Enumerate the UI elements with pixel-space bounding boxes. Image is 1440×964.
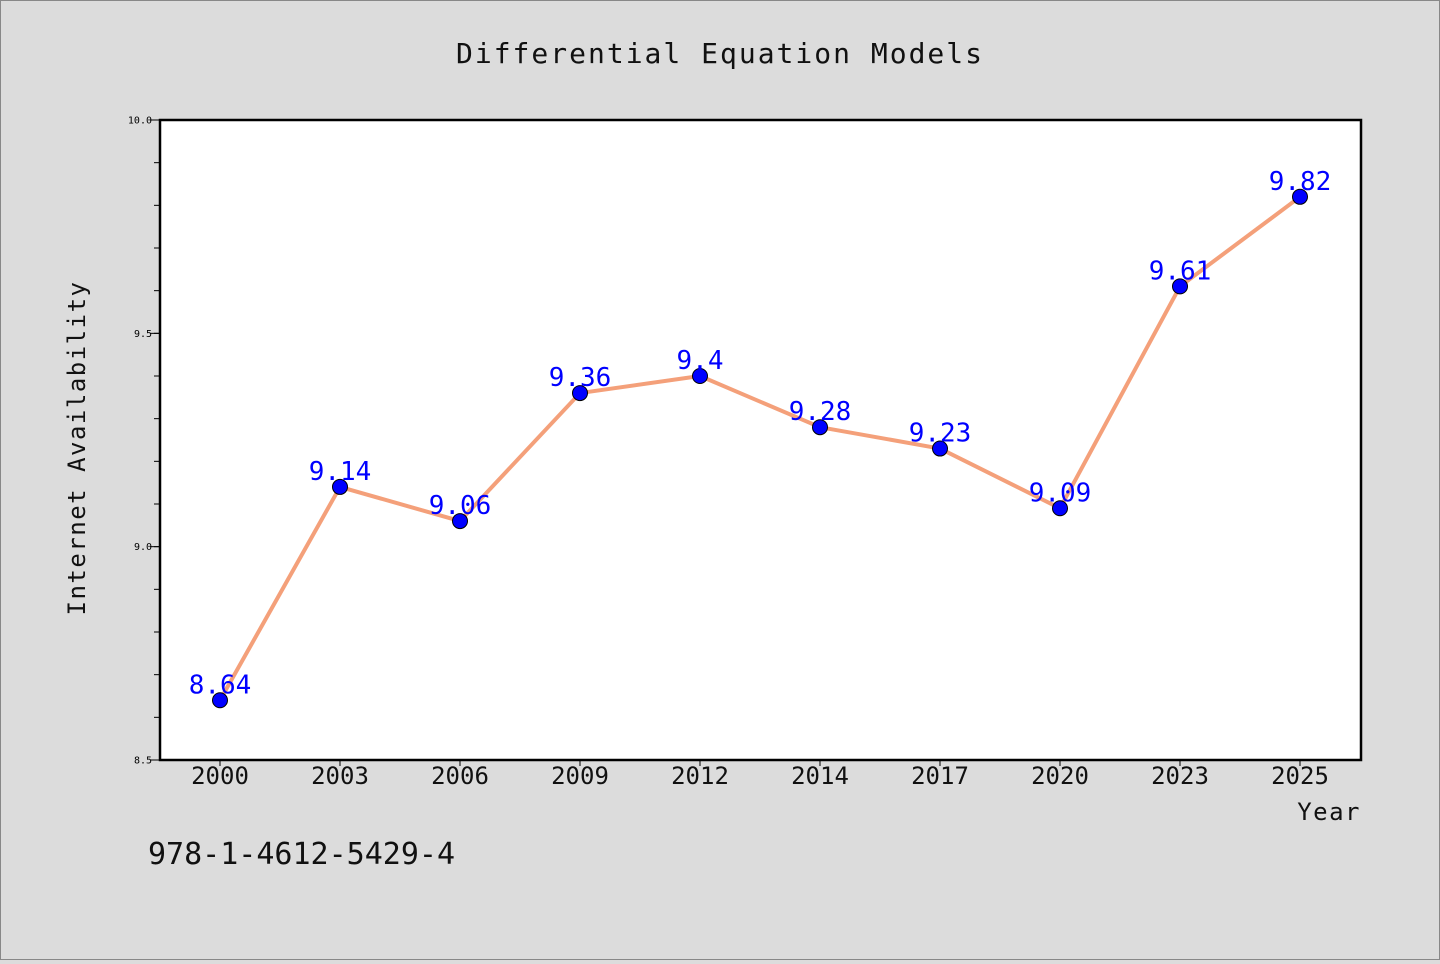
x-tick-label: 2003 bbox=[311, 762, 369, 790]
data-label: 9.14 bbox=[309, 457, 372, 487]
data-point bbox=[932, 440, 948, 457]
chart-title: Differential Equation Models bbox=[456, 37, 984, 70]
data-point bbox=[1172, 278, 1188, 295]
data-label: 9.23 bbox=[909, 419, 972, 449]
y-tick-label: 9.0 bbox=[134, 542, 152, 553]
data-point bbox=[212, 692, 228, 709]
data-label: 9.82 bbox=[1269, 167, 1332, 197]
plot-area bbox=[158, 118, 1363, 762]
data-label: 8.64 bbox=[189, 670, 252, 700]
data-point bbox=[332, 478, 348, 495]
data-label: 9.4 bbox=[677, 346, 724, 376]
x-axis: 2000 2003 2006 2009 2012 2014 2017 2020 2023 2025 bbox=[191, 760, 1329, 790]
data-labels: 8.64 9.14 9.06 9.36 9.4 9.28 9.23 9.09 9.61 9.82 bbox=[189, 167, 1332, 700]
x-tick-label: 2025 bbox=[1271, 762, 1329, 790]
data-label: 9.06 bbox=[429, 491, 492, 521]
y-tick-label: 8.5 bbox=[134, 756, 152, 767]
data-point bbox=[692, 368, 708, 384]
x-tick-label: 2020 bbox=[1031, 762, 1089, 790]
x-tick-label: 2012 bbox=[671, 762, 729, 790]
data-label: 9.36 bbox=[549, 363, 612, 393]
series-markers bbox=[212, 188, 1308, 709]
y-axis: 8.5 9.0 9.5 10.0 bbox=[128, 116, 160, 767]
x-tick-label: 2014 bbox=[791, 762, 849, 790]
data-point bbox=[1052, 500, 1068, 517]
data-label: 9.09 bbox=[1029, 478, 1092, 508]
data-label: 9.28 bbox=[789, 397, 852, 427]
x-tick-label: 2023 bbox=[1151, 762, 1209, 790]
data-point bbox=[452, 513, 468, 530]
x-tick-label: 2000 bbox=[191, 762, 249, 790]
y-axis-label: Internet Availability bbox=[63, 281, 91, 616]
data-point bbox=[812, 419, 828, 436]
data-point bbox=[572, 385, 588, 402]
y-tick-label: 10.0 bbox=[128, 116, 152, 127]
x-axis-label: Year bbox=[1297, 798, 1361, 826]
x-tick-label: 2009 bbox=[551, 762, 609, 790]
y-tick-label: 9.5 bbox=[134, 329, 152, 340]
data-point bbox=[1292, 188, 1308, 205]
data-label: 9.61 bbox=[1149, 256, 1212, 286]
x-tick-label: 2017 bbox=[911, 762, 969, 790]
series-line bbox=[218, 195, 1302, 702]
isbn-text: 978-1-4612-5429-4 bbox=[148, 837, 455, 872]
x-tick-label: 2006 bbox=[431, 762, 489, 790]
